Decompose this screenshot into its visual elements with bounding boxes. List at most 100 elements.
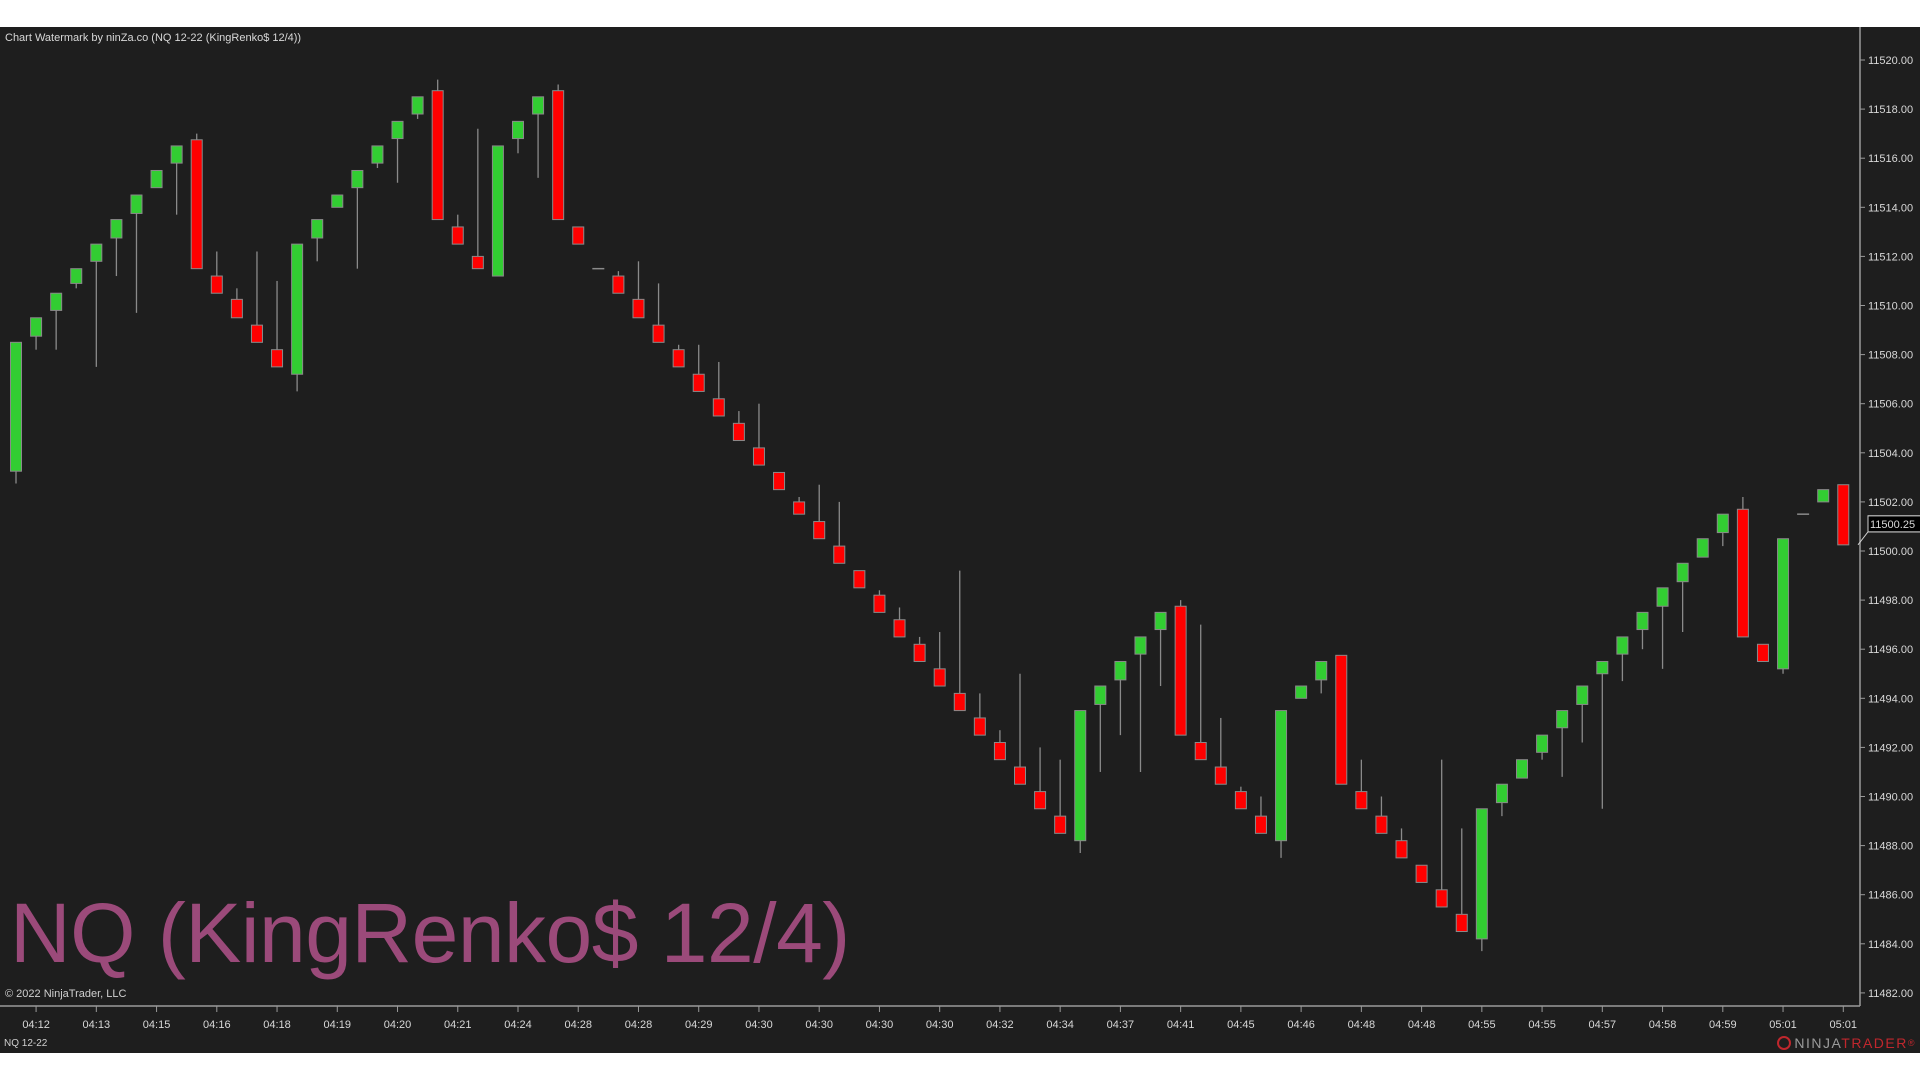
candle-down	[1395, 840, 1408, 859]
candle-up	[1556, 710, 1569, 729]
candle-up	[1074, 710, 1087, 842]
candle-down	[893, 619, 906, 638]
time-tick-label: 04:48	[1408, 1019, 1436, 1031]
price-tick-label: 11496.00	[1868, 644, 1913, 656]
current-price-label: 11500.25	[1870, 519, 1915, 531]
candle-down	[652, 324, 665, 343]
instrument-label: NQ 12-22	[4, 1038, 48, 1049]
candle-down	[230, 298, 243, 319]
logo-text-trader: TRADER	[1841, 1035, 1908, 1051]
candle-down	[271, 349, 284, 368]
candle-down	[1014, 766, 1026, 785]
time-tick-label: 04:20	[384, 1019, 412, 1031]
candle-down	[471, 255, 484, 270]
candle-down	[572, 226, 585, 245]
price-tick-label: 11494.00	[1868, 693, 1913, 705]
candle-up	[532, 96, 545, 115]
candle-up	[1777, 538, 1790, 670]
candle-down	[672, 349, 685, 368]
time-tick-label: 04:28	[625, 1019, 653, 1031]
candle-up	[351, 169, 364, 189]
candle-up	[30, 317, 43, 337]
candle-down	[773, 471, 786, 491]
time-tick-label: 04:18	[263, 1019, 291, 1031]
candle-down	[1837, 484, 1850, 546]
candle-down	[712, 398, 725, 417]
price-tick-label: 11488.00	[1868, 841, 1913, 853]
candle-up	[1094, 685, 1107, 705]
candle-up	[150, 169, 163, 189]
candle-up	[1817, 489, 1830, 503]
candle-down	[833, 545, 846, 564]
candle-up	[90, 243, 103, 262]
candle-down	[732, 422, 745, 442]
candle-down	[552, 90, 565, 221]
price-tick-label: 11504.00	[1868, 448, 1913, 460]
candle-down	[1455, 913, 1468, 933]
time-tick-label: 04:37	[1107, 1019, 1135, 1031]
candle-up	[1536, 734, 1549, 753]
candle-down	[632, 298, 645, 319]
candle-up	[311, 219, 324, 239]
candle-up	[331, 194, 344, 208]
candle-up	[1475, 808, 1488, 940]
candle-down	[1034, 791, 1047, 810]
time-tick-label: 04:19	[324, 1019, 352, 1031]
ninjatrader-logo: NINJATRADER®	[1777, 1035, 1916, 1051]
time-tick-label: 04:32	[986, 1019, 1014, 1031]
candle-up	[1656, 587, 1669, 607]
candle-down	[692, 373, 705, 392]
price-tick-label: 11502.00	[1868, 497, 1913, 509]
candle-up	[1716, 513, 1729, 534]
candle-down	[1335, 654, 1348, 785]
time-tick-label: 04:29	[685, 1019, 713, 1031]
candle-down	[431, 90, 444, 221]
candle-up	[50, 292, 63, 311]
time-tick-label: 04:55	[1528, 1019, 1556, 1031]
chart-watermark: NQ (KingRenko$ 12/4)	[10, 886, 850, 980]
candle-up	[1696, 538, 1709, 558]
candle-down	[210, 275, 223, 294]
time-tick-label: 04:48	[1348, 1019, 1376, 1031]
candle-down	[953, 692, 966, 712]
price-tick-label: 11512.00	[1868, 251, 1913, 263]
time-tick-label: 04:24	[504, 1019, 532, 1031]
time-tick-label: 04:28	[564, 1019, 592, 1031]
price-tick-label: 11510.00	[1868, 301, 1913, 313]
candle-up	[110, 219, 123, 239]
time-tick-label: 04:30	[745, 1019, 773, 1031]
candle-up	[491, 145, 504, 277]
candle-down	[973, 717, 986, 736]
time-tick-label: 04:59	[1709, 1019, 1737, 1031]
candle-up	[512, 120, 524, 140]
time-tick-label: 05:01	[1769, 1019, 1797, 1031]
candle-up	[130, 194, 143, 214]
candle-down	[1234, 791, 1247, 810]
candle-up	[1495, 783, 1508, 804]
price-tick-label: 11518.00	[1868, 104, 1913, 116]
candle-down	[1435, 889, 1448, 908]
logo-reg: ®	[1907, 1038, 1916, 1048]
candle-up	[1576, 685, 1589, 705]
price-tick-label: 11482.00	[1868, 988, 1913, 1000]
time-tick-label: 04:58	[1649, 1019, 1677, 1031]
candle-up	[411, 96, 424, 115]
time-tick-label: 04:46	[1287, 1019, 1315, 1031]
price-tick-label: 11508.00	[1868, 350, 1913, 362]
price-tick-label: 11486.00	[1868, 890, 1913, 902]
time-tick-label: 04:57	[1589, 1019, 1617, 1031]
price-tick-label: 11490.00	[1868, 792, 1913, 804]
candle-down	[1756, 643, 1769, 662]
time-tick-label: 04:55	[1468, 1019, 1496, 1031]
candle-up	[70, 268, 83, 284]
candle-down	[612, 275, 625, 294]
candle-down	[1194, 741, 1207, 761]
candle-down	[933, 668, 946, 687]
candle-down	[813, 521, 826, 540]
candle-up	[1616, 636, 1629, 655]
chart-panel[interactable]: Chart Watermark by ninZa.co (NQ 12-22 (K…	[0, 27, 1920, 1053]
candle-up	[1134, 636, 1147, 655]
copyright-text: © 2022 NinjaTrader, LLC	[5, 988, 127, 1000]
candle-up	[371, 145, 384, 164]
